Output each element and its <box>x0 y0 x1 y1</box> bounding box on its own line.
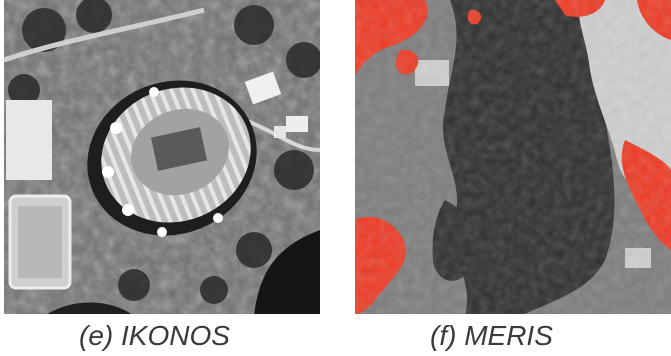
ikonos-image <box>4 0 320 314</box>
meris-image-svg <box>355 0 671 314</box>
ikonos-caption: (e) IKONOS <box>79 320 230 351</box>
ikonos-image-svg <box>4 0 320 314</box>
meris-caption: (f) MERIS <box>430 320 553 351</box>
meris-image <box>355 0 671 314</box>
